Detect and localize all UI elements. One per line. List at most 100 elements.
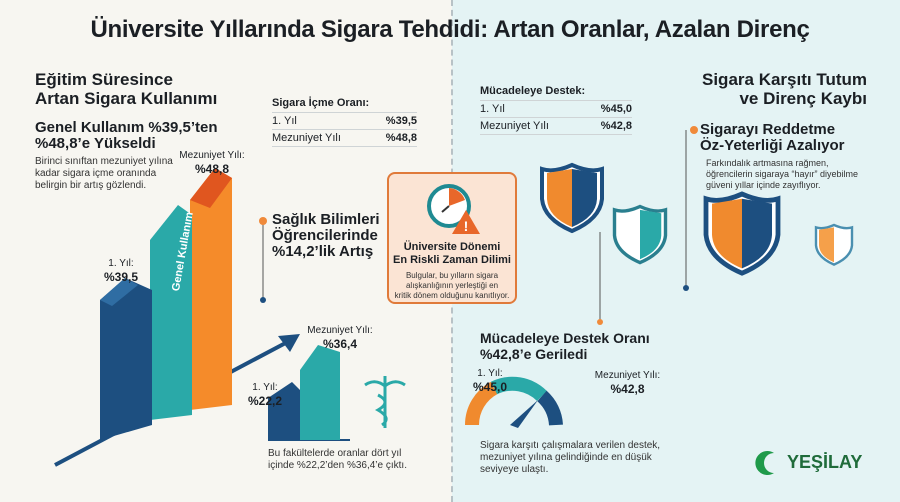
shield-icon [814,223,854,266]
cell: %39,5 [371,112,417,130]
text-line: seviyeye ulaştı. [480,464,549,475]
support-caption: Sigara karşıtı çalışmalara verilen deste… [480,440,660,476]
shield-illustration [464,130,854,475]
cell: Mezuniyet Yılı [272,129,372,147]
shield-icon [706,194,778,273]
table-row: Mezuniyet Yılı %42,8 [480,117,632,135]
table-row: Mezuniyet Yılı %48,8 [272,129,417,147]
table-row: 1. Yıl %39,5 [272,112,417,130]
text-line: Farkındalık artmasına rağmen, [706,158,829,168]
value: %39,5 [103,270,139,284]
support-headline: Mücadeleye Destek Oranı %42,8’e Geriledi [480,330,650,362]
bullet-dot [690,126,698,134]
first-year-label: 1. Yıl: %39,5 [96,258,146,284]
headline-line: Sigarayı Reddetme [700,121,836,138]
text-line: içinde %22,2’den %36,4’e çıktı. [268,460,407,471]
grad-year-label: Mezuniyet Yılı: %48,8 [172,150,252,176]
text-line: kritik dönem olduğunu kanıtlıyor. [394,291,510,300]
headline-line: %48,8’e Yükseldi [35,135,156,152]
label: Mezuniyet Yılı: [594,370,661,381]
text-line: mezuniyet yılına gelindiğinde en düşük [480,452,652,463]
general-text: Birinci sınıftan mezuniyet yılına kadar s… [35,156,173,192]
health-headline: Sağlık Bilimleri Öğrencilerinde %14,2’lik … [272,212,380,260]
caduceus-icon [364,376,406,428]
text-line: Bulgular, bu yılların sigara [405,271,499,280]
text-line: Sigara karşıtı çalışmalara verilen deste… [480,440,661,451]
bar-mid-general [150,205,192,420]
label: 1. Yıl: [477,368,503,379]
gauge-segment-navy [537,390,563,426]
efficacy-headline: Sigarayı Reddetme Öz-Yeterliği Azalıyor [700,122,845,154]
support-table: Mücadeleye Destek: 1. Yıl %45,0 Mezuniyet… [480,85,632,135]
efficacy-text: Farkındalık artmasına rağmen, öğrencileri… [706,158,858,191]
headline-line: Genel Kullanım %39,5’ten [35,119,218,136]
crescent-logo-icon [755,451,774,475]
clock-warning-icon: ! [427,184,480,234]
cell: 1. Yıl [480,100,585,118]
cell: 1. Yıl [272,112,372,130]
support-first-label: 1. Yıl: %45,0 [470,368,510,394]
health-grad-label: Mezuniyet Yılı: %36,4 [300,325,380,351]
text-line: güveni yıllar içinde zayıflıyor. [706,180,821,190]
gauge-segment-teal [490,376,547,402]
general-headline: Genel Kullanım %39,5’ten %48,8’e Yükseldi [35,120,218,152]
table-header: Mücadeleye Destek: [480,85,632,101]
cell: %42,8 [584,117,632,135]
heading-line: ve Direnç Kaybı [739,89,867,108]
text-line: Bu fakültelerde oranlar dört yıl [268,448,402,459]
risk-period-card: ! Üniversite Dönemi En Riskli Zaman Dilim… [387,172,517,304]
shield-icon [540,163,604,233]
connector-dot [683,285,689,291]
svg-text:!: ! [464,218,469,234]
headline-line: Sağlık Bilimleri [272,211,380,228]
bullet-dot [259,217,267,225]
headline-line: Öz-Yeterliği Azalıyor [700,137,845,154]
page-title: Üniversite Yıllarında Sigara Tehdidi: Ar… [90,16,810,43]
bar-illustration [54,168,406,467]
support-gauge [464,376,563,428]
health-first-label: 1. Yıl: %22,2 [245,382,285,408]
value: %45,0 [472,380,508,394]
shield-icon [612,204,668,265]
label: Mezuniyet Yılı: [179,150,245,161]
value: %48,8 [194,162,230,176]
text-line: belirgin bir artış gözlendi. [35,180,147,191]
gauge-needle [510,400,538,428]
bar-top [190,168,232,208]
connector-dot [260,297,266,303]
text-line: alışkanlığının yerleştiği en [405,281,499,290]
table-header: Sigara İçme Oranı: [272,97,417,113]
left-heading: Eğitim Süresince Artan Sigara Kullanımı [35,70,217,108]
right-heading: Sigara Karşıtı Tutum ve Direnç Kaybı [702,70,867,108]
bar-grad-general [190,168,232,410]
bar-grad-health [300,345,340,440]
cell: Mezuniyet Yılı [480,117,585,135]
support-grad-label: Mezuniyet Yılı: %42,8 [590,370,665,396]
headline-line: Öğrencilerinde [272,227,378,244]
bar-top [100,278,138,306]
text-line: öğrencilerin sigaraya “hayır” diyebilme [706,169,859,179]
table-row: 1. Yıl %45,0 [480,100,632,118]
text-line: kadar sigara içme oranında [35,168,157,179]
value: %36,4 [322,337,358,351]
headline-line: %14,2’lik Artış [272,243,374,260]
headline-line: Mücadeleye Destek Oranı [480,330,650,346]
label: Mezuniyet Yılı: [307,325,373,336]
heading-line: Artan Sigara Kullanımı [35,89,218,108]
text-line: Birinci sınıftan mezuniyet yılına [35,156,173,167]
value: %22,2 [247,394,283,408]
bar-first-health [268,382,300,440]
heading-line: Eğitim Süresince [35,70,173,89]
bar-first-general [100,278,152,440]
label: 1. Yıl: [108,258,134,269]
cell: %45,0 [584,100,632,118]
connector-dot [597,319,603,325]
heading-line: Sigara Karşıtı Tutum [702,70,867,89]
cell: %48,8 [371,129,417,147]
gauge-segment-orange [464,381,498,426]
health-caption: Bu fakültelerde oranlar dört yıl içinde %… [268,448,407,472]
card-title-line: Üniversite Dönemi [403,241,501,253]
trend-arrow-head [278,334,300,352]
yesilay-logo: YEŞİLAY [787,452,863,472]
smoking-rate-table: Sigara İçme Oranı: 1. Yıl %39,5 Mezuniyet… [272,97,417,147]
